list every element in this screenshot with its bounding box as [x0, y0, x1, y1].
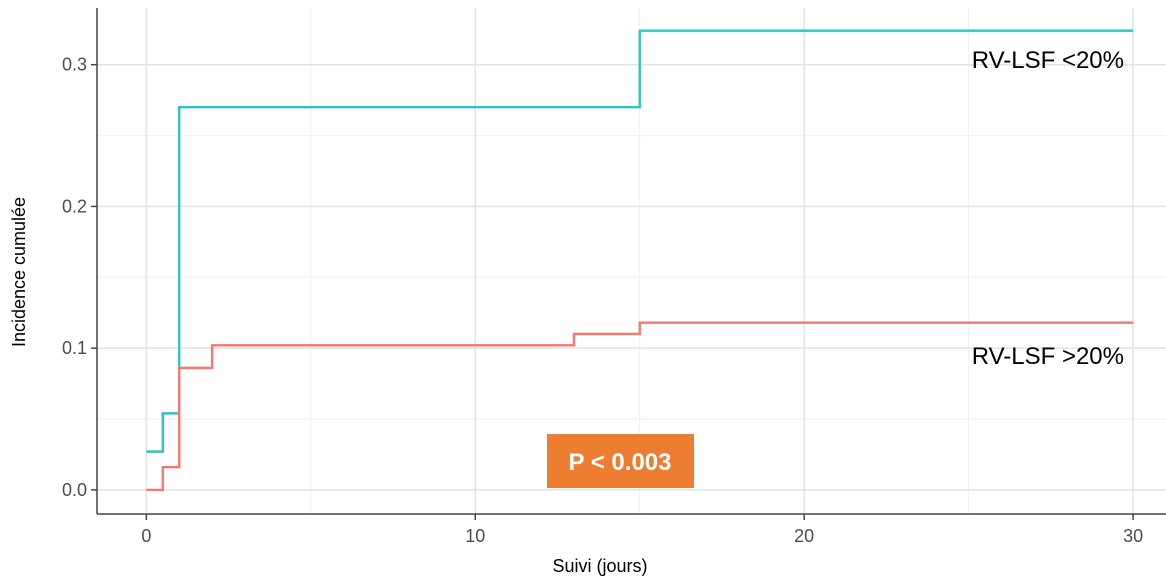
grid-lines [97, 8, 1166, 514]
p-value-background [547, 434, 694, 488]
y-axis-title: Incidence cumulée [9, 197, 29, 347]
axes [96, 8, 1166, 515]
y-ticks: 0.0 0.1 0.2 0.3 [62, 55, 97, 500]
y-tick-label: 0.2 [62, 196, 87, 216]
y-tick-label: 0.3 [62, 55, 87, 75]
series-line-1 [146, 321, 1134, 492]
series-label-low: RV-LSF <20% [972, 47, 1124, 74]
plot-background [97, 8, 1166, 514]
series-line-0 [146, 29, 1134, 453]
p-value-badge: P < 0.003 [547, 434, 694, 488]
x-tick-label: 30 [1123, 526, 1143, 546]
series-layer [146, 29, 1134, 492]
x-ticks: 0 10 20 30 [141, 514, 1143, 546]
x-axis-title: Suivi (jours) [552, 556, 647, 576]
series-label-high: RV-LSF >20% [972, 343, 1124, 370]
p-value-text: P < 0.003 [569, 449, 672, 476]
x-tick-label: 0 [141, 526, 151, 546]
x-tick-label: 20 [794, 526, 814, 546]
y-tick-label: 0.1 [62, 338, 87, 358]
y-tick-label: 0.0 [62, 480, 87, 500]
x-tick-label: 10 [465, 526, 485, 546]
